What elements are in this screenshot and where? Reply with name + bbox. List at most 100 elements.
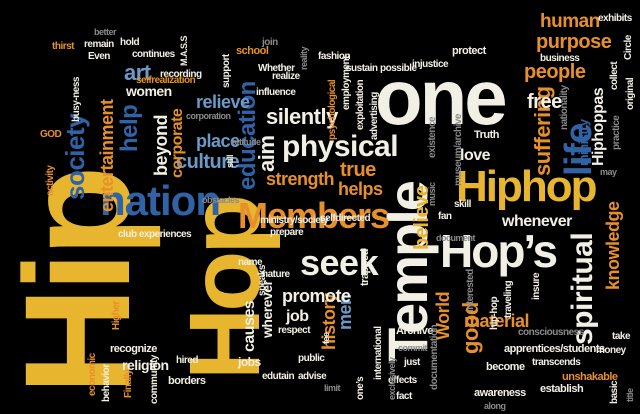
word-fashion: fashion bbox=[318, 51, 351, 62]
word-mass: M.A.S.S bbox=[179, 35, 189, 66]
word-fee: fee bbox=[321, 332, 331, 344]
word-free: free bbox=[527, 91, 562, 113]
word-take: take bbox=[612, 331, 631, 342]
word-respect: respect bbox=[278, 325, 311, 336]
word-ministry: ministry bbox=[576, 119, 591, 166]
word-place: place bbox=[196, 131, 240, 151]
word-become: become bbox=[486, 361, 525, 373]
word-entertainment: entertainment bbox=[97, 99, 117, 212]
word-material: material bbox=[464, 311, 530, 331]
word-fact: fact bbox=[396, 391, 412, 402]
word-knowledge: knowledge bbox=[603, 201, 623, 290]
word-ministry-society: ministry/society bbox=[260, 215, 329, 226]
word-continues: continues bbox=[132, 49, 175, 60]
word-religion: religion bbox=[122, 357, 169, 373]
word-apprentices: apprentices/students bbox=[504, 343, 605, 355]
word-community: community bbox=[149, 355, 160, 404]
word-injustice: injustice bbox=[412, 59, 449, 70]
word-insure: insure bbox=[531, 272, 542, 300]
word-hiphoppas: Hiphoppas bbox=[590, 87, 607, 166]
word-transcends: transcends bbox=[532, 357, 581, 368]
word-advertising: advertising bbox=[369, 92, 380, 140]
word-name: name bbox=[238, 257, 263, 268]
word-commit: commit bbox=[398, 343, 428, 353]
word-true: true bbox=[340, 159, 376, 181]
word-activity: activity bbox=[45, 165, 56, 196]
word-school: school bbox=[236, 45, 269, 57]
word-recognize: recognize bbox=[110, 343, 157, 355]
word-whenever: whenever bbox=[502, 213, 572, 230]
word-exploitation: exploitation bbox=[355, 79, 366, 130]
word-along: along bbox=[484, 401, 506, 411]
word-public: public bbox=[298, 353, 325, 364]
word-archive: Archive bbox=[396, 325, 433, 337]
word-hold: hold bbox=[120, 37, 140, 48]
word-still: still bbox=[225, 154, 235, 168]
word-hiphop: Hiphop bbox=[456, 162, 598, 211]
word-god: GOD bbox=[40, 129, 62, 140]
word-interested: interested bbox=[465, 269, 476, 312]
word-realize: realize bbox=[272, 71, 300, 82]
word-selfdirected: selfdirected bbox=[320, 213, 371, 224]
word-obstacles: obstacles bbox=[202, 195, 240, 205]
word-exclusively: exclusively bbox=[387, 357, 397, 400]
word-exhibits: exhibits bbox=[598, 13, 632, 24]
word-whether: Whether bbox=[258, 63, 295, 74]
word-limit: limit bbox=[324, 383, 341, 393]
word-international: international bbox=[373, 326, 384, 380]
word-unshakable: unshakable bbox=[562, 371, 618, 383]
word-purpose: purpose bbox=[536, 31, 612, 53]
word-club-experiences: club experiences bbox=[118, 229, 192, 240]
word-beyond: beyond bbox=[151, 114, 171, 176]
word-employment: employment bbox=[341, 56, 352, 110]
word-even: Even bbox=[88, 51, 110, 62]
word-nation: nation bbox=[100, 177, 221, 224]
word-consciousness: consciousness bbox=[518, 327, 584, 338]
word-reality: reality bbox=[299, 46, 309, 70]
word-hired: hired bbox=[176, 355, 198, 366]
word-circle: Circle bbox=[623, 35, 634, 60]
word-society: society bbox=[60, 113, 90, 200]
word-trapped: trapped bbox=[359, 249, 371, 286]
word-economic: economic bbox=[87, 353, 98, 396]
word-strength: strength bbox=[266, 169, 335, 189]
word-document: document bbox=[436, 233, 476, 243]
word-finally: Finally bbox=[123, 369, 134, 398]
word-love: love bbox=[460, 147, 491, 164]
word-business: business bbox=[540, 53, 580, 64]
word-influence: influence bbox=[256, 87, 296, 98]
word-skill: skill bbox=[454, 199, 471, 210]
word-basic: basic bbox=[609, 380, 620, 404]
word-music: music bbox=[427, 182, 437, 206]
word-higher: Higher bbox=[111, 301, 122, 330]
word-causes: causes bbox=[241, 300, 258, 352]
word-behavior: behavior bbox=[101, 364, 112, 402]
word-awareness: awareness bbox=[474, 387, 526, 399]
word-corporate: corporate bbox=[169, 108, 186, 178]
word-one: one bbox=[375, 53, 508, 141]
word-thirst: thirst bbox=[52, 41, 75, 52]
word-hip-hop-small: hip-hop bbox=[489, 296, 500, 330]
word-corporation: corporation bbox=[186, 111, 231, 121]
word-advise: advise bbox=[298, 371, 327, 382]
word-truth: Truth bbox=[474, 129, 500, 141]
word-recording: recording bbox=[160, 69, 202, 80]
word-selfrealization: selfrealization bbox=[136, 75, 196, 86]
word-helps: helps bbox=[338, 179, 383, 199]
word-borders: borders bbox=[168, 375, 206, 387]
word-existence: existence bbox=[427, 116, 438, 158]
word-promote: promote bbox=[282, 286, 351, 306]
word-prepare: prepare bbox=[270, 227, 304, 238]
word-hops: Hop’s bbox=[440, 225, 558, 277]
word-original: original bbox=[625, 77, 636, 110]
word-traveling: traveling bbox=[503, 280, 514, 318]
word-establish: establish bbox=[540, 383, 584, 395]
word-people: people bbox=[524, 61, 586, 83]
word-silently: silently bbox=[266, 104, 338, 129]
word-better: better bbox=[94, 27, 117, 37]
word-protect: protect bbox=[452, 45, 486, 57]
word-ones: one’s bbox=[355, 376, 366, 400]
word-nationality: nationality bbox=[559, 85, 570, 130]
word-remain: remain bbox=[84, 39, 114, 50]
